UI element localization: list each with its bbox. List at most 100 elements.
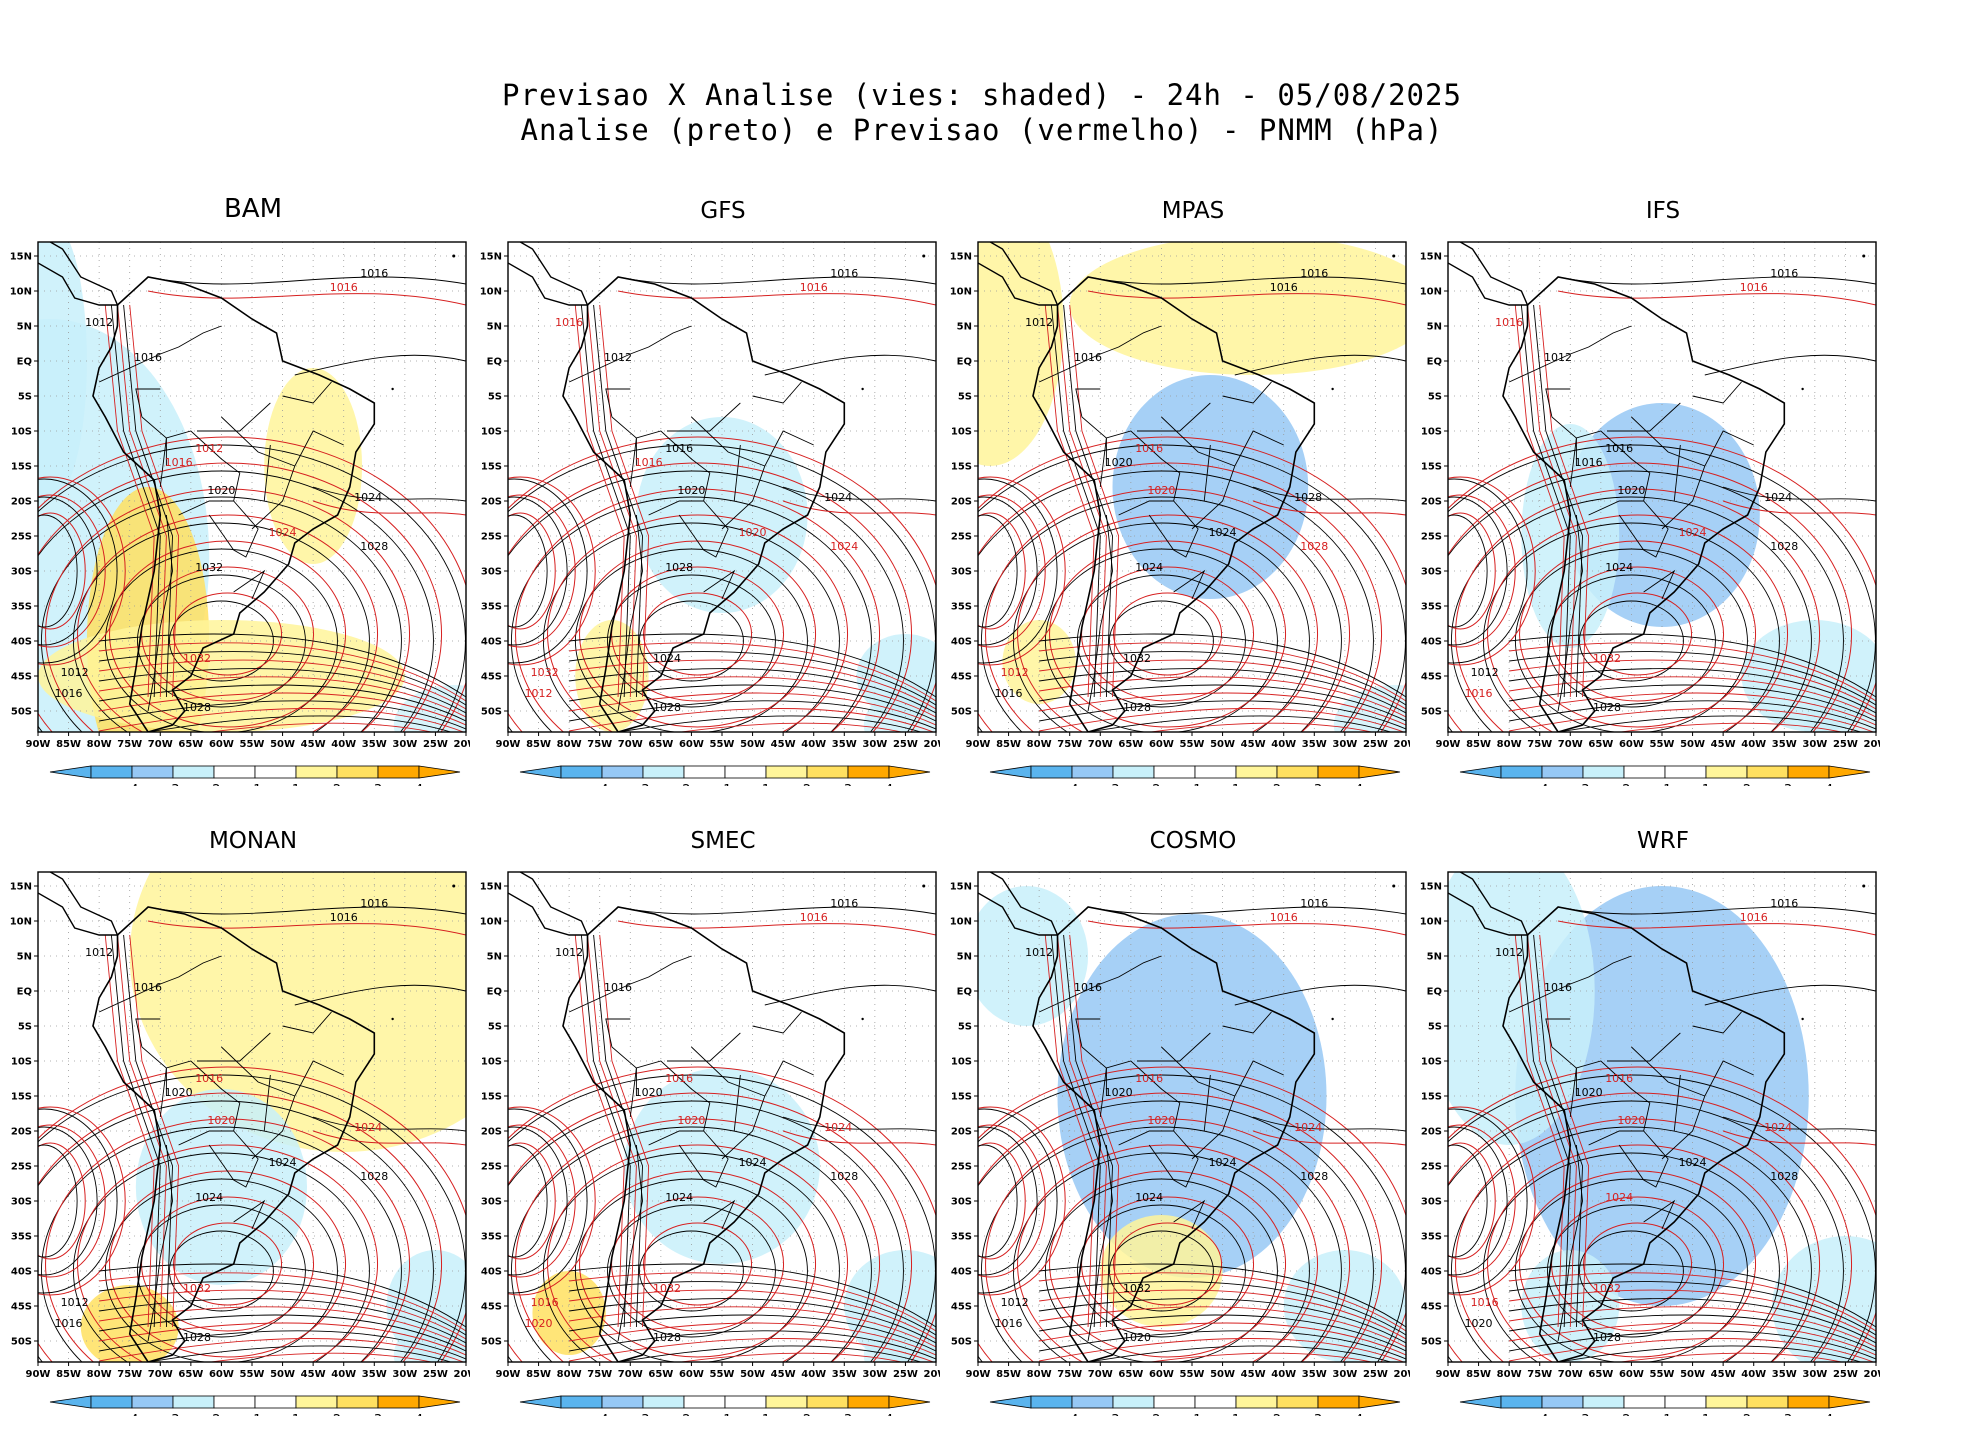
isobar-analysis [1722,486,1876,502]
lon-label: 45W [1711,739,1736,750]
isobar-forecast [1039,1306,1406,1348]
lon-label: 65W [648,1369,673,1380]
isobar-analysis [543,522,840,732]
country-border [208,1130,259,1188]
isobar-forecast [1455,488,1820,732]
contour-label: 1028 [360,540,388,553]
colorbar-segment [1705,1395,1748,1409]
lon-label: 85W [526,739,551,750]
contour-label: 1024 [1679,526,1707,539]
country-border [617,514,643,712]
country-border [1161,416,1235,467]
island [1392,254,1396,258]
contour-label: 1024 [824,1121,852,1134]
isobar-analysis [1448,470,1844,732]
isobar-forecast [508,1066,936,1362]
isobar-forecast [1448,1106,1536,1296]
lat-label: 35S [11,602,32,613]
isobar-analysis [616,1345,923,1362]
coastline [1032,276,1316,732]
colorbar-label: -2 [678,783,691,786]
contour-label: 1016 [134,981,162,994]
contour-label: 1016 [1770,267,1798,280]
map-content: 1016101610161016101210161020102010241024… [508,242,936,732]
isobar-forecast [574,304,625,698]
lat-label: 45S [11,672,32,683]
colorbar-segment [1664,1395,1707,1409]
isobar-analysis [1448,478,1528,664]
isobar-forecast [569,1322,936,1356]
lat-label: 40S [951,637,972,648]
isobar-forecast [1044,934,1095,1328]
lon-label: 40W [801,1369,826,1380]
lon-label: 60W [1149,739,1174,750]
colorbar-segment [1317,765,1360,779]
country-border [1136,402,1211,432]
contour-label: 1020 [1147,1114,1175,1127]
contour-label: 1016 [1495,316,1523,329]
map-content: 1016101610121012101610161020102410241028… [38,242,466,732]
colorbar-label: 2 [803,783,811,786]
lon-label: 80W [1497,739,1522,750]
lon-label: 20W [454,739,470,750]
contour-label: 1020 [1105,456,1133,469]
lat-label: 5N [957,322,972,333]
colorbar-label: -4 [596,783,609,786]
lat-label: 45S [951,672,972,683]
lon-label: 45W [301,1369,326,1380]
colorbar-label: 2 [1273,783,1281,786]
lat-label: 50S [481,1337,502,1348]
contour-label: 1020 [677,484,705,497]
isobar-analysis [1509,1314,1876,1352]
isobar-analysis [99,1298,466,1344]
isobar-forecast [45,488,410,732]
lon-label: 50W [740,1369,765,1380]
map-panel-bam: BAM 1016 1016 1012 1012 1016 1016 1020 1024 1024 1… [0,194,470,786]
isobar-forecast [1514,304,1565,698]
isobar-forecast [99,708,465,732]
isobar-analysis [569,1330,936,1360]
contour-label: 1016 [1740,281,1768,294]
country-border [1222,381,1272,404]
isobar-forecast [1448,1066,1876,1362]
lat-label: 15N [950,882,972,893]
lat-label: 40S [481,1267,502,1278]
lon-label: 40W [1271,739,1296,750]
contour-label: 1028 [360,1170,388,1183]
isobar-forecast [569,1289,936,1340]
isobar-analysis [1578,600,1684,682]
lon-label: 35W [1302,1369,1327,1380]
contour-label: 1016 [800,911,828,924]
isobar-analysis [1086,1345,1393,1362]
isobar-forecast [312,500,466,516]
isobar-forecast [978,1142,1026,1260]
isobar-forecast [38,436,466,732]
isobar-forecast [569,1306,936,1348]
colorbar-label: 3 [1314,783,1322,786]
colorbar-label: -1 [1659,783,1672,786]
isobar-analysis [1108,1230,1214,1312]
lon-label: 90W [496,1369,521,1380]
isobar-forecast [312,1130,466,1146]
contour-label: 1024 [739,1156,767,1169]
isobar-analysis [1252,1116,1406,1132]
isobar-analysis [1252,486,1406,502]
contour-label: 1016 [800,281,828,294]
isobar-analysis [1515,548,1748,732]
lon-label: 80W [87,739,112,750]
contour-label: 1012 [1544,351,1572,364]
isobar-analysis [99,1314,466,1352]
isobar-forecast [99,1322,466,1356]
country-border [1191,430,1284,530]
country-border [165,430,241,516]
bias-shading-area [1100,1215,1223,1327]
colorbar-arrow-left [519,765,562,779]
isobar-analysis [508,470,904,732]
isobar-analysis [978,1126,1038,1276]
contour-label: 1016 [635,456,663,469]
lon-label: 50W [1210,739,1235,750]
colorbar-label: 1 [762,783,770,786]
country-border [196,1032,271,1062]
lat-label: EQ [487,357,502,368]
colorbar-segment [1664,765,1707,779]
